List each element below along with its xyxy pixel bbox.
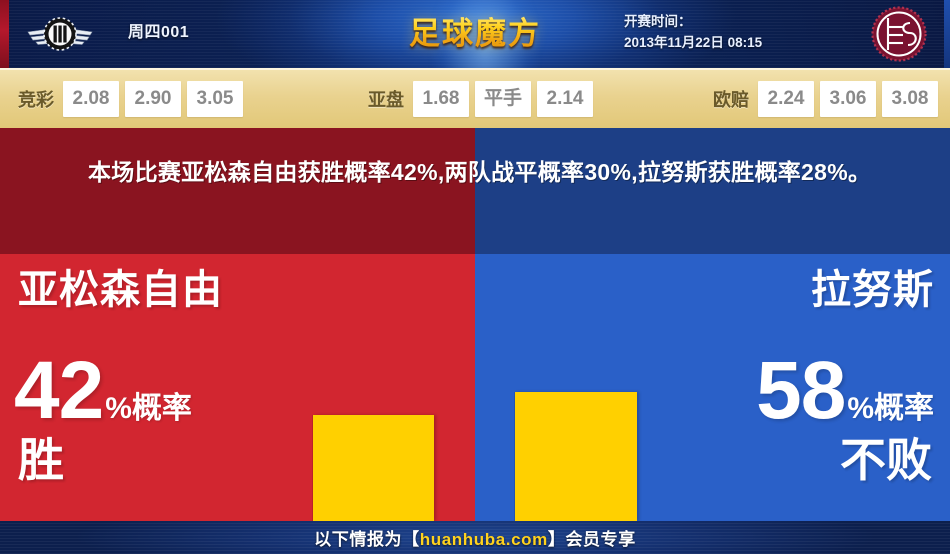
home-percent-number: 42 bbox=[14, 345, 104, 436]
away-percent-suffix: %概率 bbox=[847, 392, 934, 425]
footer-suffix: 】会员专享 bbox=[547, 530, 636, 549]
odds-group-yapan: 亚盘 1.68 平手 2.14 bbox=[368, 81, 593, 117]
header-right-accent-stripe bbox=[944, 0, 950, 68]
footer-notice: 以下情报为【huanhuba.com】会员专享 bbox=[314, 525, 636, 550]
summary-band: 本场比赛亚松森自由获胜概率42%,两队战平概率30%,拉努斯获胜概率28%。 bbox=[0, 128, 950, 254]
odds-cell[interactable]: 2.08 bbox=[63, 81, 119, 117]
probability-panels: 亚松森自由 42%概率 胜 拉努斯 58%概率 不败 bbox=[0, 254, 950, 521]
footer-site-link[interactable]: huanhuba.com bbox=[419, 530, 548, 549]
odds-cell[interactable]: 3.06 bbox=[820, 81, 876, 117]
odds-group-jingcai: 竞彩 2.08 2.90 3.05 bbox=[18, 81, 243, 117]
odds-cell[interactable]: 平手 bbox=[475, 81, 531, 117]
footer-bar: 以下情报为【huanhuba.com】会员专享 bbox=[0, 521, 950, 554]
away-team-crest-icon bbox=[870, 5, 928, 63]
brand-logo-text: 足球魔方 bbox=[0, 8, 950, 53]
odds-cell[interactable]: 2.24 bbox=[758, 81, 814, 117]
home-team-name: 亚松森自由 bbox=[18, 268, 223, 312]
summary-right-backdrop bbox=[475, 128, 950, 254]
home-outcome-label: 胜 bbox=[18, 434, 64, 486]
summary-left-backdrop bbox=[0, 128, 475, 254]
odds-group-label: 亚盘 bbox=[368, 90, 404, 110]
summary-text: 本场比赛亚松森自由获胜概率42%,两队战平概率30%,拉努斯获胜概率28%。 bbox=[88, 159, 872, 185]
kickoff-time-block: 开赛时间： 2013年11月22日 08:15 bbox=[624, 11, 834, 53]
kickoff-label: 开赛时间： bbox=[624, 14, 692, 29]
away-percent-number: 58 bbox=[756, 345, 846, 436]
odds-cell[interactable]: 2.90 bbox=[125, 81, 181, 117]
header-bar: 周四001 足球魔方 开赛时间： 2013年11月22日 08:15 bbox=[0, 0, 950, 68]
home-probability-value: 42%概率 bbox=[14, 350, 192, 432]
header-light-ray bbox=[430, 0, 540, 68]
odds-cell[interactable]: 2.14 bbox=[537, 81, 593, 117]
away-outcome-label: 不败 bbox=[840, 434, 932, 486]
match-number-label: 周四001 bbox=[128, 18, 189, 42]
home-percent-suffix: %概率 bbox=[105, 392, 192, 425]
odds-cell[interactable]: 3.05 bbox=[187, 81, 243, 117]
home-team-crest-icon bbox=[24, 10, 96, 58]
odds-group-label: 欧赔 bbox=[713, 90, 749, 110]
away-probability-bar bbox=[515, 392, 637, 521]
odds-cell[interactable]: 3.08 bbox=[882, 81, 938, 117]
odds-cell[interactable]: 1.68 bbox=[413, 81, 469, 117]
kickoff-value: 2013年11月22日 08:15 bbox=[624, 35, 763, 50]
away-probability-panel: 拉努斯 58%概率 不败 bbox=[475, 254, 950, 521]
odds-group-label: 竞彩 bbox=[18, 90, 54, 110]
away-team-name: 拉努斯 bbox=[811, 268, 934, 312]
home-probability-bar bbox=[313, 415, 434, 521]
home-probability-panel: 亚松森自由 42%概率 胜 bbox=[0, 254, 475, 521]
odds-bar: 竞彩 2.08 2.90 3.05 亚盘 1.68 平手 2.14 欧赔 2.2… bbox=[0, 68, 950, 128]
footer-scanline-overlay bbox=[0, 521, 950, 554]
odds-group-oupei: 欧赔 2.24 3.06 3.08 bbox=[713, 81, 938, 117]
away-probability-value: 58%概率 bbox=[756, 350, 934, 432]
header-left-accent-stripe bbox=[0, 0, 9, 68]
footer-prefix: 以下情报为【 bbox=[314, 530, 420, 549]
